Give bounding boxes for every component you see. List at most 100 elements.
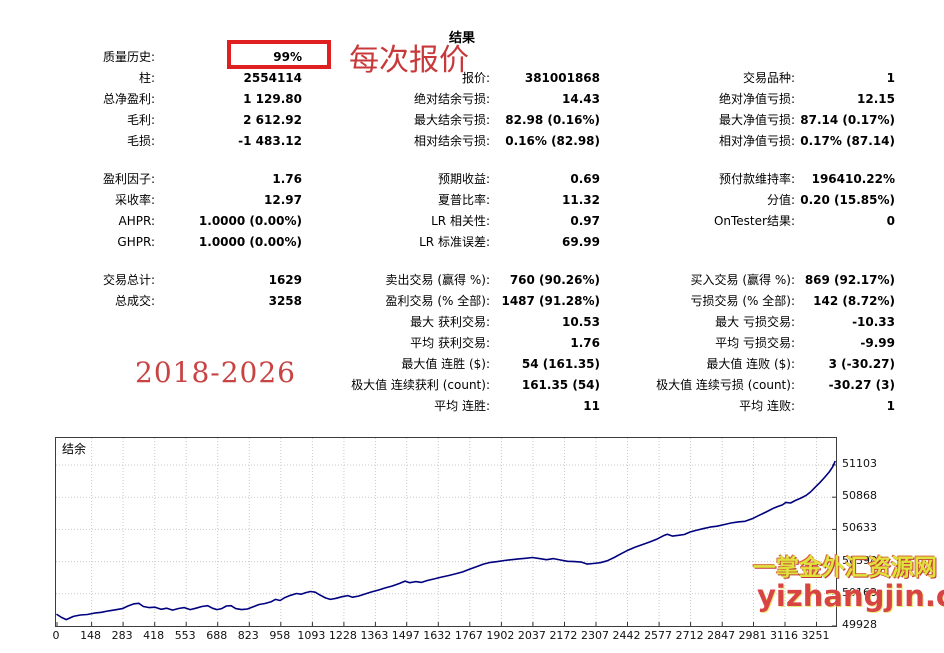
stat-label: 相对结余亏损:	[413, 134, 490, 148]
stat-value: -1 483.12	[238, 134, 302, 148]
stat-row: 极大值 连续获利 (count): 161.35 (54) 极大值 连续亏损 (co…	[0, 375, 944, 396]
stat-value: 3258	[268, 294, 302, 308]
stat-label: 预付款维持率:	[718, 172, 795, 186]
stat-label: 总成交:	[114, 294, 155, 308]
x-axis-tick: 1497	[391, 629, 420, 642]
stat-value: 869 (92.17%)	[804, 273, 895, 287]
y-axis-tick: 51103	[842, 456, 877, 470]
x-axis-tick: 1363	[360, 629, 389, 642]
stat-label: 买入交易 (赢得 %):	[690, 273, 795, 287]
stat-label: 最大值 连胜 ($):	[401, 357, 490, 371]
stat-label: OnTester结果:	[713, 214, 795, 228]
stat-value: 1629	[268, 273, 302, 287]
stat-row: 毛损: -1 483.12 相对结余亏损: 0.16% (82.98) 相对净值亏损: 0…	[0, 131, 944, 152]
x-axis-tick: 3116	[770, 629, 798, 642]
stat-row: 毛利: 2 612.92 最大结余亏损: 82.98 (0.16%) 最大净值亏损: 87…	[0, 110, 944, 131]
stat-value: -9.99	[860, 336, 895, 350]
stat-label: 最大 获利交易:	[410, 315, 490, 329]
x-axis-tick: 2847	[707, 629, 736, 642]
x-axis-tick: 1632	[423, 629, 452, 642]
stat-label: 平均 连胜:	[434, 399, 490, 413]
watermark-site-name: 一掌金外汇资源网	[753, 555, 937, 581]
stats-section: 质量历史: 99% 柱: 2554114 报价: 381001868 交易品种: 1 总净盈利:…	[0, 47, 944, 152]
stat-label: 交易品种:	[742, 71, 795, 85]
stat-row: 平均 连胜: 11 平均 连败: 1	[0, 396, 944, 417]
stat-value	[795, 232, 895, 253]
stat-label: 报价:	[461, 71, 490, 85]
x-axis-tick: 148	[80, 629, 102, 642]
stat-label: 平均 连败:	[739, 399, 795, 413]
stat-value	[490, 47, 600, 68]
stat-label: 毛损:	[126, 134, 155, 148]
stat-label: 盈利因子:	[102, 172, 155, 186]
stat-value: -30.27 (3)	[828, 378, 895, 392]
stat-value: 10.53	[562, 315, 600, 329]
x-axis-tick: 2172	[549, 629, 578, 642]
date-range-annotation: 2018-2026	[135, 356, 296, 389]
stat-value: 1 129.80	[243, 92, 302, 106]
x-axis-tick: 553	[174, 629, 196, 642]
stat-row: 交易总计: 1629 卖出交易 (赢得 %): 760 (90.26%) 买入交易 (赢…	[0, 270, 944, 291]
stat-label	[0, 396, 155, 417]
stat-row: AHPR: 1.0000 (0.00%) LR 相关性: 0.97 OnTester结果…	[0, 211, 944, 232]
stat-value: 1	[886, 71, 895, 85]
stat-value: 142 (8.72%)	[813, 294, 895, 308]
x-axis-tick: 2307	[580, 629, 609, 642]
stat-value: 69.99	[562, 235, 600, 249]
stat-label: 毛利:	[126, 113, 155, 127]
stat-value: 11	[583, 399, 600, 413]
stat-label	[0, 333, 155, 354]
stat-value: 161.35 (54)	[521, 378, 600, 392]
stat-label	[600, 47, 795, 68]
y-axis-tick: 50868	[842, 489, 877, 503]
stat-value: 2 612.92	[243, 113, 302, 127]
stat-label: 相对净值亏损:	[718, 134, 795, 148]
x-axis-tick: 958	[269, 629, 291, 642]
y-axis-tick: 49928	[842, 618, 877, 631]
stat-label: 最大净值亏损:	[718, 113, 795, 127]
stat-value: 0	[886, 214, 895, 228]
stat-label: 交易总计:	[102, 273, 155, 287]
stats-section: 交易总计: 1629 卖出交易 (赢得 %): 760 (90.26%) 买入交易 (赢…	[0, 270, 944, 417]
stat-label: LR 标准误差:	[419, 235, 490, 249]
x-axis-tick: 2981	[738, 629, 767, 642]
stat-value: 14.43	[562, 92, 600, 106]
stat-row: 最大值 连胜 ($): 54 (161.35) 最大值 连败 ($): 3 (-30.…	[0, 354, 944, 375]
stat-value: 0.69	[570, 172, 600, 186]
stat-value: 760 (90.26%)	[509, 273, 600, 287]
stat-label: 最大结余亏损:	[413, 113, 490, 127]
stat-value: 99%	[273, 50, 302, 64]
stat-row: 最大 获利交易: 10.53 最大 亏损交易: -10.33	[0, 312, 944, 333]
stat-label: 分值:	[766, 193, 795, 207]
stat-label: 盈利交易 (% 全部):	[385, 294, 490, 308]
stat-value: 3 (-30.27)	[828, 357, 895, 371]
x-axis-tick: 2037	[517, 629, 546, 642]
page-title: 结果	[449, 31, 476, 46]
x-axis-tick: 3251	[801, 629, 830, 642]
stat-label: 夏普比率:	[437, 193, 490, 207]
stat-label: 采收率:	[114, 193, 155, 207]
stat-value: 1.0000 (0.00%)	[198, 235, 302, 249]
stat-label: 预期收益:	[437, 172, 490, 186]
stat-label: 极大值 连续获利 (count):	[351, 378, 490, 392]
stat-label: 质量历史:	[102, 50, 155, 64]
quality-highlight-box	[227, 40, 331, 69]
watermark-site-url: yizhangjin.com	[757, 579, 944, 613]
stat-label: AHPR:	[118, 214, 155, 228]
stat-label: 平均 亏损交易:	[715, 336, 795, 350]
stat-label: 平均 获利交易:	[410, 336, 490, 350]
x-axis-tick: 1093	[297, 629, 326, 642]
stat-label: 总净盈利:	[102, 92, 155, 106]
x-axis-tick: 418	[143, 629, 165, 642]
stat-row: 盈利因子: 1.76 预期收益: 0.69 预付款维持率: 196410.22%	[0, 169, 944, 190]
y-axis-tick: 50398	[842, 553, 877, 567]
stat-value: 0.20 (15.85%)	[800, 193, 895, 207]
stat-row: 总净盈利: 1 129.80 绝对结余亏损: 14.43 绝对净值亏损: 12.15	[0, 89, 944, 110]
stat-label: 亏损交易 (% 全部):	[690, 294, 795, 308]
stat-label	[0, 375, 155, 396]
stats-section: 盈利因子: 1.76 预期收益: 0.69 预付款维持率: 196410.22% 采收率: 1…	[0, 169, 944, 253]
stat-value: 1	[886, 399, 895, 413]
stat-value: 196410.22%	[811, 172, 895, 186]
stat-value: 11.32	[562, 193, 600, 207]
stat-label: LR 相关性:	[431, 214, 490, 228]
